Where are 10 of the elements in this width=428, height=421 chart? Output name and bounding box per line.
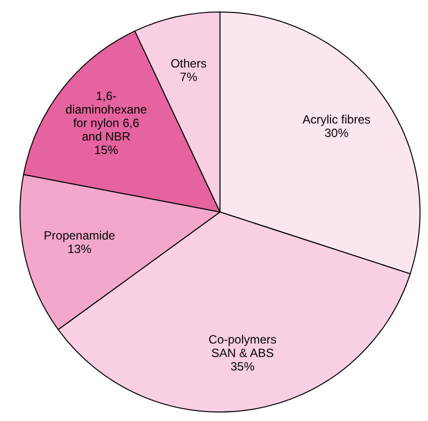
data-label: 35%	[230, 360, 255, 374]
slice-label: 1,6-diaminohexane for nylon 6,6 and NBR	[66, 88, 148, 144]
data-label: 7%	[180, 70, 198, 84]
slice-label: Others	[170, 56, 207, 71]
slice-label: Co-polymers SAN & ABS	[208, 332, 277, 360]
data-label: 30%	[324, 126, 349, 140]
data-label: 15%	[94, 142, 119, 157]
slice-label: Propenamide	[44, 228, 116, 243]
data-label: 13%	[67, 242, 92, 256]
slice-label: Acrylic fibres	[302, 112, 371, 127]
